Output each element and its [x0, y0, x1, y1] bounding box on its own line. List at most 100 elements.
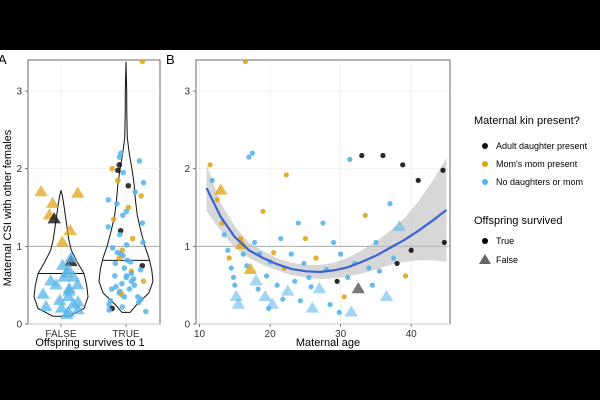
- panel-b-point: [313, 255, 319, 261]
- panel-b-point: [232, 282, 238, 288]
- violin-true: [98, 61, 154, 313]
- panel-a-point: [105, 196, 112, 203]
- panel-a-point: [125, 182, 132, 189]
- panel-b-point: [263, 273, 270, 279]
- panel-a-point: [128, 270, 135, 277]
- panel-b-point: [341, 294, 347, 300]
- panel-b-frame: [195, 59, 451, 325]
- panel-a-point: [109, 165, 115, 172]
- panel-b-point: [347, 156, 353, 162]
- panel-b-point: [249, 150, 256, 156]
- panel-b-point: [278, 235, 284, 242]
- panel-b-point: [221, 232, 227, 238]
- panel-b-point-triangle: [305, 301, 320, 313]
- panel-b-point: [255, 286, 261, 292]
- panel-a-ytick-label: 2: [16, 164, 22, 175]
- panel-a-point: [113, 283, 119, 290]
- panel-a-point: [143, 308, 149, 315]
- panel-a-point: [126, 286, 133, 292]
- panel-a-point: [106, 301, 112, 308]
- panel-b-point: [387, 201, 393, 207]
- panel-a-point: [119, 280, 125, 287]
- panel-b-point: [209, 177, 215, 183]
- panel-a-point: [114, 177, 121, 184]
- panel-a-point: [116, 154, 123, 160]
- legend-label-adult-daughter: Adult daughter present: [496, 141, 588, 151]
- panel-b-point: [369, 282, 375, 288]
- panel-a-point: [114, 200, 120, 207]
- panel-a-point-triangle: [54, 301, 69, 313]
- legend-label-false: False: [496, 255, 518, 265]
- legend-label-true: True: [496, 236, 514, 246]
- panel-b-point: [306, 274, 312, 281]
- panel-a-point: [110, 216, 117, 222]
- panel-b-point: [308, 284, 314, 290]
- panel-a-point: [139, 220, 146, 226]
- panel-a-point: [131, 282, 138, 288]
- panel-a-point: [129, 235, 136, 242]
- panel-b-point: [415, 177, 421, 183]
- panel-b-point: [440, 167, 446, 173]
- figure: A Maternal CSI with other females Offspr…: [0, 50, 600, 350]
- panel-b-point-triangle: [281, 284, 295, 296]
- panel-b-point: [230, 274, 236, 281]
- panel-a-point: [112, 260, 119, 267]
- panel-b-point: [214, 197, 220, 203]
- panel-a-point: [121, 294, 128, 300]
- panel-b-point: [283, 172, 289, 178]
- panel-b-point: [226, 255, 232, 261]
- panel-a-point-triangle: [47, 212, 61, 224]
- panel-a-ylabel: Maternal CSI with other females: [2, 129, 14, 286]
- panel-a-point-triangle: [57, 270, 71, 282]
- panel-b-point: [400, 162, 406, 168]
- panel-b-xtick-label: 40: [406, 329, 418, 340]
- legend-kin-title: Maternal kin present?: [474, 115, 580, 127]
- panel-b-point: [266, 305, 272, 312]
- panel-b-point: [207, 162, 213, 168]
- panel-b-point: [288, 251, 294, 257]
- panel-a-point: [123, 242, 130, 248]
- panel-b-point: [380, 152, 386, 159]
- panel-b-point: [394, 260, 400, 267]
- panel-a-point-triangle: [45, 196, 60, 208]
- panel-b-point: [295, 220, 301, 226]
- panel-a-point: [105, 224, 111, 230]
- panel-a-point-triangle: [67, 270, 81, 282]
- panel-b-ytick-label: 3: [184, 87, 190, 98]
- panel-b-point: [390, 255, 397, 261]
- panel-a-point: [139, 58, 146, 65]
- panel-a-xtick-label: FALSE: [45, 329, 76, 340]
- panel-b-point-triangle: [249, 274, 263, 286]
- panel-a-point: [140, 179, 147, 186]
- panel-b-point: [327, 301, 333, 308]
- panel-a-point: [115, 167, 121, 174]
- panel-a-plot: 0 1 2 3 FALSE TRUE: [16, 58, 161, 340]
- panel-b-ytick-label: 1: [184, 242, 190, 253]
- legend-label-moms-mom: Mom's mom present: [496, 159, 578, 169]
- panel-b-point: [362, 212, 368, 218]
- panel-a-point: [123, 274, 129, 281]
- panel-b-point: [376, 268, 383, 274]
- panel-b-point: [251, 239, 258, 246]
- panel-b-point: [366, 265, 372, 271]
- panel-a-point: [112, 273, 118, 279]
- panel-a-point-triangle: [71, 303, 85, 315]
- smooth-line: [205, 187, 448, 274]
- panel-a-point: [120, 169, 126, 176]
- panel-b-point: [334, 278, 340, 284]
- panel-b-ytick-label: 2: [184, 164, 190, 175]
- panel-b-point: [345, 274, 351, 281]
- legend-swatch-true: [482, 238, 488, 244]
- figure-svg: A Maternal CSI with other females Offspr…: [0, 52, 588, 349]
- panel-a-point-triangle: [60, 307, 74, 319]
- panel-a-point-triangle: [39, 299, 53, 312]
- panel-b-point: [441, 239, 447, 246]
- panel-b-point: [338, 251, 344, 257]
- panel-a-point: [140, 278, 147, 285]
- panel-b-point-triangle: [231, 297, 245, 309]
- panel-a-point-triangle: [55, 235, 69, 247]
- panel-b-point-triangle: [258, 289, 272, 302]
- panel-b-plot: 0 1 2 3 10 20 30 40: [184, 58, 451, 340]
- panel-a-point: [132, 189, 138, 195]
- panel-b-point-triangle: [344, 305, 358, 317]
